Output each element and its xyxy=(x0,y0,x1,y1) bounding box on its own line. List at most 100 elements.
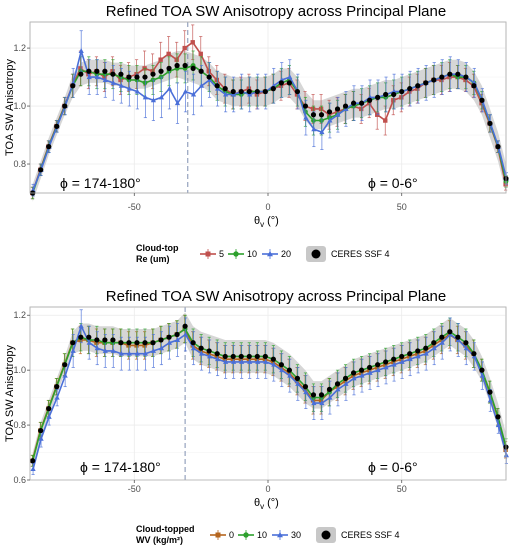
x-tick-label: 0 xyxy=(265,202,270,212)
data-point xyxy=(118,82,124,88)
data-point xyxy=(263,359,269,364)
ceres-point xyxy=(439,334,445,340)
data-point xyxy=(142,343,147,348)
ceres-point xyxy=(455,71,461,77)
data-point xyxy=(287,74,293,80)
ceres-point xyxy=(391,91,397,98)
ceres-point xyxy=(495,414,501,420)
x-tick-label: 50 xyxy=(397,202,407,212)
data-point xyxy=(46,414,52,419)
ceres-point xyxy=(54,384,60,390)
ceres-point xyxy=(375,362,381,368)
data-point xyxy=(190,345,197,351)
ceres-point xyxy=(487,120,493,127)
ceres-point xyxy=(166,334,172,340)
legend-key-marker xyxy=(267,251,273,257)
y-tick-label: 1.0 xyxy=(13,101,26,111)
chart-title: Refined TOA SW Anisotropy across Princip… xyxy=(106,288,446,305)
data-point xyxy=(86,74,92,80)
ceres-point xyxy=(407,86,413,92)
data-point xyxy=(86,339,92,345)
ceres-point xyxy=(238,88,244,95)
x-axis-label: θv (°) xyxy=(254,497,279,511)
ceres-point xyxy=(334,106,341,112)
data-point xyxy=(407,89,412,94)
ceres-point xyxy=(278,362,284,368)
ceres-point xyxy=(447,329,453,335)
x-axis-label-sub: v xyxy=(260,220,264,229)
x-axis-label-unit: (°) xyxy=(267,497,279,509)
data-point xyxy=(359,372,365,378)
ceres-point xyxy=(423,80,429,86)
ceres-point xyxy=(278,80,284,86)
ceres-point xyxy=(206,348,212,354)
data-point xyxy=(142,350,148,356)
ceres-point xyxy=(479,97,485,103)
ceres-point xyxy=(254,88,260,95)
ceres-point xyxy=(310,392,317,398)
legend-title: WV (kg/m²) xyxy=(136,535,183,545)
ceres-point xyxy=(134,340,140,346)
ceres-point xyxy=(270,356,276,362)
ceres-point xyxy=(318,392,325,398)
ceres-point xyxy=(431,77,437,83)
data-point xyxy=(295,381,301,386)
x-tick-label: -50 xyxy=(128,202,141,212)
data-point xyxy=(94,74,100,80)
ceres-point xyxy=(198,68,204,74)
data-point xyxy=(231,359,237,364)
ceres-point xyxy=(230,88,236,95)
legend-key-marker xyxy=(277,532,283,538)
y-axis-label: TOA SW Anisotropy xyxy=(4,59,16,157)
chart-title: Refined TOA SW Anisotropy across Princip… xyxy=(106,3,446,20)
data-point xyxy=(287,372,293,378)
annotation-phi-left: ϕ = 174-180° xyxy=(60,175,141,191)
ceres-point xyxy=(391,356,397,362)
data-point xyxy=(375,367,381,373)
ceres-point xyxy=(222,86,228,92)
ceres-point xyxy=(206,74,212,80)
data-point xyxy=(158,94,165,100)
data-point xyxy=(415,351,420,356)
ceres-point xyxy=(102,337,108,343)
ceres-point xyxy=(166,65,172,71)
data-point xyxy=(78,323,84,329)
ceres-point xyxy=(375,94,381,100)
annotation-phi-left: ϕ = 174-180° xyxy=(80,459,161,475)
ceres-point xyxy=(399,353,405,360)
data-point xyxy=(383,118,388,123)
data-point xyxy=(110,80,116,85)
data-point xyxy=(343,381,349,386)
ceres-point xyxy=(334,381,341,387)
data-point xyxy=(358,106,364,112)
ceres-point xyxy=(463,74,469,80)
data-point xyxy=(351,375,357,381)
data-point xyxy=(367,367,372,373)
data-point xyxy=(158,345,165,351)
ceres-point xyxy=(214,83,220,89)
data-point xyxy=(126,85,132,91)
data-point xyxy=(407,356,413,362)
data-point xyxy=(166,339,173,345)
legend-key-marker xyxy=(243,532,249,538)
ceres-point xyxy=(455,334,461,340)
series-ceres xyxy=(30,62,509,196)
data-point xyxy=(198,348,203,354)
data-point xyxy=(182,88,189,94)
data-point xyxy=(118,350,124,356)
data-point xyxy=(198,51,203,57)
ceres-point xyxy=(367,97,373,103)
ceres-point xyxy=(286,80,292,86)
ceres-point xyxy=(118,340,124,346)
data-point xyxy=(38,436,44,441)
data-point xyxy=(174,57,179,62)
ceres-point xyxy=(302,384,309,390)
ceres-point xyxy=(342,103,349,109)
y-tick-label: 1.2 xyxy=(13,43,26,53)
data-point xyxy=(423,350,429,356)
data-point xyxy=(150,348,157,353)
ceres-point xyxy=(246,88,252,95)
legend-label: 10 xyxy=(257,530,267,540)
data-point xyxy=(367,100,372,106)
